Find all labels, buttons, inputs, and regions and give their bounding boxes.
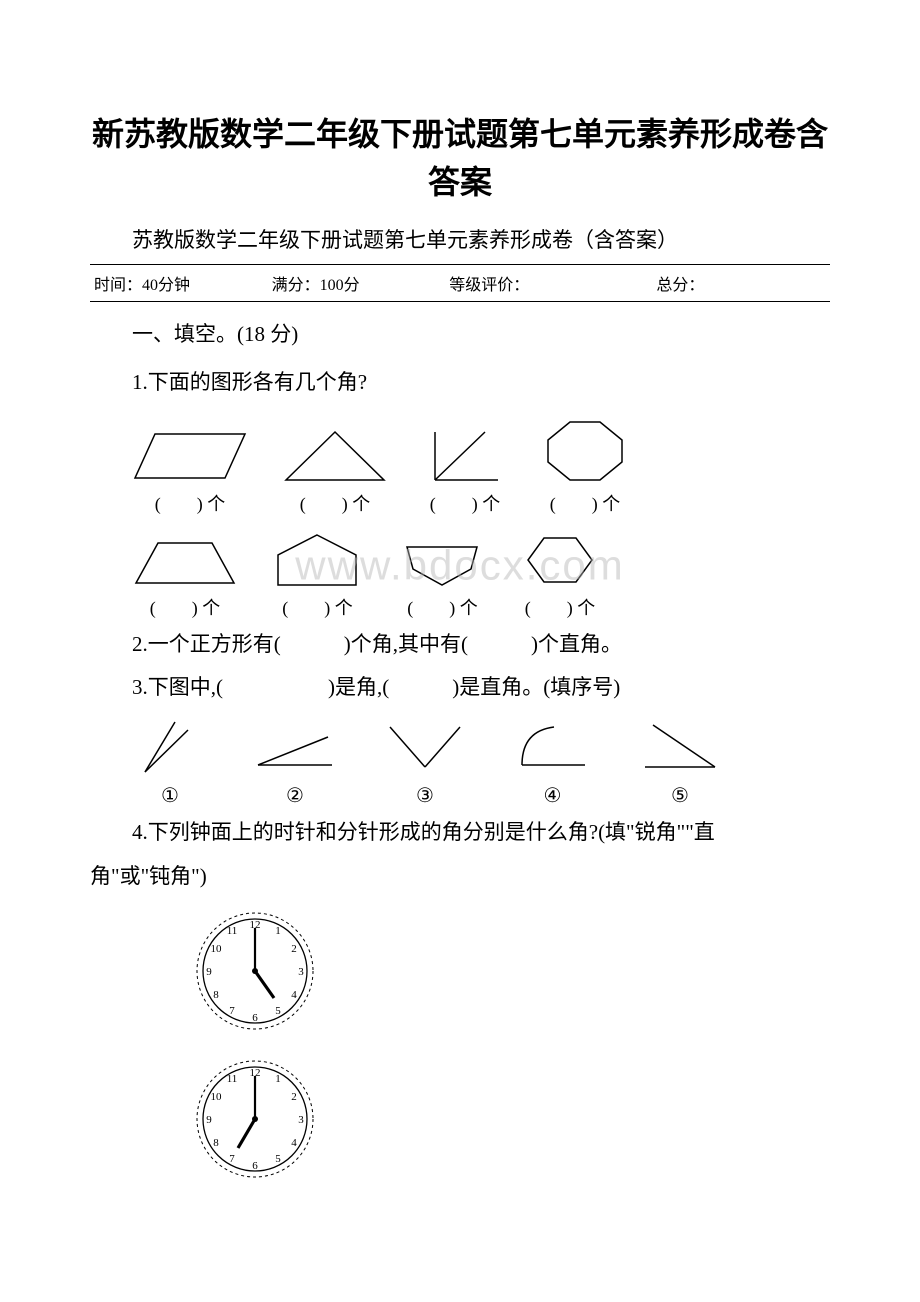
svg-text:11: 11 (227, 925, 238, 937)
svg-text:7: 7 (229, 1005, 235, 1017)
svg-text:8: 8 (213, 1137, 219, 1149)
shape-label: ( ) 个 (282, 598, 353, 618)
angle-row: ① ② ③ ④ (130, 717, 830, 808)
angle-5: ⑤ (635, 717, 725, 808)
angle-label: ⑤ (671, 785, 689, 807)
shape-octagon: ( ) 个 (540, 416, 630, 516)
svg-text:10: 10 (211, 1091, 223, 1103)
shape-pentagon-house: ( ) 个 (270, 530, 365, 620)
svg-text:6: 6 (252, 1160, 258, 1172)
angle-1: ① (130, 717, 210, 808)
svg-text:9: 9 (206, 1114, 212, 1126)
info-total: 总分： (652, 265, 830, 302)
shape-label: ( ) 个 (430, 494, 501, 514)
shape-row-1: ( ) 个 ( ) 个 ( ) 个 ( ) 个 (130, 416, 830, 516)
svg-text:5: 5 (275, 1153, 281, 1165)
svg-text:5: 5 (275, 1005, 281, 1017)
subtitle: 苏教版数学二年级下册试题第七单元素养形成卷（含答案） (90, 224, 830, 254)
main-title: 新苏教版数学二年级下册试题第七单元素养形成卷含答案 (90, 110, 830, 206)
info-grade: 等级评价： (445, 265, 652, 302)
svg-text:3: 3 (298, 966, 304, 978)
watermark-region: ( ) 个 ( ) 个 ( ) 个 ( ) 个 www (90, 530, 830, 620)
question-1: 1.下面的图形各有几个角? (90, 364, 830, 402)
question-4-line1: 4.下列钟面上的时针和分针形成的角分别是什么角?(填"锐角""直 (90, 814, 830, 852)
shape-triangle: ( ) 个 (280, 426, 390, 516)
svg-text:3: 3 (298, 1114, 304, 1126)
angle-2: ② (250, 717, 340, 808)
shape-label: ( ) 个 (155, 494, 226, 514)
shape-open-angle: ( ) 个 (420, 426, 510, 516)
clock-2: 12 1 2 3 4 5 6 7 8 9 10 11 (190, 1054, 320, 1184)
shape-label: ( ) 个 (550, 494, 621, 514)
shape-pentagon-diamond: ( ) 个 (395, 535, 490, 620)
angle-label: ④ (544, 785, 562, 807)
shape-row-2: ( ) 个 ( ) 个 ( ) 个 ( ) 个 (130, 530, 830, 620)
svg-text:2: 2 (291, 943, 297, 955)
angle-label: ② (286, 785, 304, 807)
shape-parallelogram: ( ) 个 (130, 426, 250, 516)
info-bar-table: 时间：40分钟 满分：100分 等级评价： 总分： (90, 264, 830, 302)
info-time: 时间：40分钟 (90, 265, 268, 302)
angle-3: ③ (380, 717, 470, 808)
angle-label: ① (161, 785, 179, 807)
clock-1: 12 1 2 3 4 5 6 7 8 9 10 11 (190, 906, 320, 1036)
shape-label: ( ) 个 (407, 598, 478, 618)
clocks: 12 1 2 3 4 5 6 7 8 9 10 11 12 1 (190, 906, 830, 1184)
question-3: 3.下图中,( )是角,( )是直角。(填序号) (90, 669, 830, 707)
shape-label: ( ) 个 (525, 598, 596, 618)
svg-text:11: 11 (227, 1073, 238, 1085)
angle-label: ③ (416, 785, 434, 807)
angle-4: ④ (510, 717, 595, 808)
shape-hexagon: ( ) 个 (520, 530, 600, 620)
info-full: 满分：100分 (268, 265, 446, 302)
svg-text:2: 2 (291, 1091, 297, 1103)
svg-text:4: 4 (291, 989, 297, 1001)
svg-text:8: 8 (213, 989, 219, 1001)
document-page: 新苏教版数学二年级下册试题第七单元素养形成卷含答案 苏教版数学二年级下册试题第七… (0, 0, 920, 1242)
svg-text:1: 1 (275, 1073, 281, 1085)
shape-label: ( ) 个 (300, 494, 371, 514)
question-4-line2: 角"或"钝角") (90, 858, 830, 896)
section-1-heading: 一、填空。(18 分) (90, 316, 830, 354)
svg-text:4: 4 (291, 1137, 297, 1149)
shape-label: ( ) 个 (150, 598, 221, 618)
svg-text:7: 7 (229, 1153, 235, 1165)
svg-text:10: 10 (211, 943, 223, 955)
svg-text:6: 6 (252, 1012, 258, 1024)
shape-trapezoid: ( ) 个 (130, 535, 240, 620)
question-2: 2.一个正方形有( )个角,其中有( )个直角。 (90, 626, 830, 664)
svg-text:9: 9 (206, 966, 212, 978)
svg-text:1: 1 (275, 925, 281, 937)
